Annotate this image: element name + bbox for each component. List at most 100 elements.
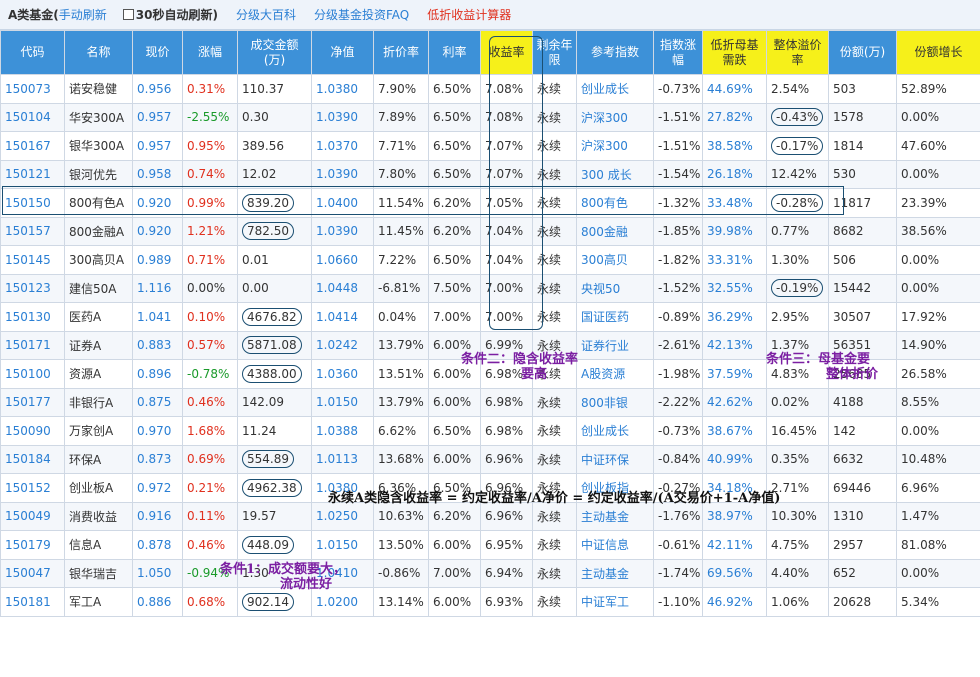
td-code[interactable]: 150181 <box>0 587 65 617</box>
header-volume[interactable]: 成交金额(万) <box>237 30 312 75</box>
table-row[interactable]: 150167 银华300A 0.957 0.95% 389.56 1.0370 7.71% 6… <box>0 131 980 161</box>
auto-refresh-checkbox[interactable] <box>122 9 134 20</box>
td-index[interactable]: 中证环保 <box>576 444 654 474</box>
td-index[interactable]: 沪深300 <box>576 102 654 132</box>
td-index[interactable]: 800有色 <box>576 188 654 218</box>
header-growth[interactable]: 份额增长 <box>896 30 980 75</box>
td-code[interactable]: 150090 <box>0 416 65 446</box>
cell-value: 0.873 <box>137 452 172 467</box>
td-index[interactable]: 央视50 <box>576 273 654 303</box>
header-name[interactable]: 名称 <box>64 30 133 75</box>
td-change: 0.71% <box>182 245 238 275</box>
td-code[interactable]: 150184 <box>0 444 65 474</box>
td-code[interactable]: 150150 <box>0 188 65 218</box>
table-row[interactable]: 150184 环保A 0.873 0.69% 554.89 1.0113 13.68% 6.0… <box>0 444 980 474</box>
td-discount: 11.54% <box>373 188 429 218</box>
cell-value: 33.48% <box>707 195 753 210</box>
table-row[interactable]: 150123 建信50A 1.116 0.00% 0.00 1.0448 -6.81% 7.5… <box>0 273 980 303</box>
td-index[interactable]: 300 成长 <box>576 159 654 189</box>
cell-value: 创业板指 <box>581 481 630 496</box>
td-code[interactable]: 150121 <box>0 159 65 189</box>
td-index[interactable]: 中证军工 <box>576 587 654 617</box>
header-index-change[interactable]: 指数涨幅 <box>653 30 703 75</box>
td-index[interactable]: 主动基金 <box>576 501 654 531</box>
header-shares[interactable]: 份额(万) <box>828 30 897 75</box>
header-change[interactable]: 涨幅 <box>182 30 238 75</box>
td-code[interactable]: 150049 <box>0 501 65 531</box>
encyclopedia-link[interactable]: 分级大百科 <box>235 8 296 22</box>
cell-value: 医药A <box>69 310 102 325</box>
table-row[interactable]: 150171 证券A 0.883 0.57% 5871.08 1.0242 13.79% 6.… <box>0 330 980 360</box>
header-drop[interactable]: 低折母基需跌 <box>702 30 767 75</box>
td-index[interactable]: 国证医药 <box>576 302 654 332</box>
td-code[interactable]: 150152 <box>0 473 65 503</box>
td-code[interactable]: 150047 <box>0 558 65 588</box>
header-rate[interactable]: 利率 <box>428 30 481 75</box>
td-code[interactable]: 150073 <box>0 74 65 104</box>
td-code[interactable]: 150177 <box>0 387 65 417</box>
fund-table: 代码 名称 现价 涨幅 成交金额(万) 净值 折价率 利率 收益率 剩余年限 参… <box>0 30 980 617</box>
table-row[interactable]: 150179 信息A 0.878 0.46% 448.09 1.0150 13.50% 6.0… <box>0 530 980 560</box>
td-code[interactable]: 150167 <box>0 131 65 161</box>
table-row[interactable]: 150181 军工A 0.886 0.68% 902.14 1.0200 13.14% 6.0… <box>0 587 980 617</box>
td-discount: 7.80% <box>373 159 429 189</box>
header-premium[interactable]: 整体溢价率 <box>766 30 829 75</box>
cell-value: 13.50% <box>378 537 424 552</box>
table-row[interactable]: 150121 银河优先 0.958 0.74% 12.02 1.0390 7.80% 6.50… <box>0 159 980 189</box>
td-change: 0.11% <box>182 501 238 531</box>
header-code[interactable]: 代码 <box>0 30 65 75</box>
header-index[interactable]: 参考指数 <box>576 30 654 75</box>
cell-value: 6.98% <box>485 366 524 381</box>
td-code[interactable]: 150179 <box>0 530 65 560</box>
cell-value: 800金融 <box>581 224 628 239</box>
td-index-change: -2.22% <box>653 387 703 417</box>
td-code[interactable]: 150145 <box>0 245 65 275</box>
table-row[interactable]: 150152 创业板A 0.972 0.21% 4962.38 1.0380 6.36% 6.… <box>0 473 980 503</box>
faq-link[interactable]: 分级基金投资FAQ <box>314 8 410 22</box>
td-index[interactable]: 主动基金 <box>576 558 654 588</box>
table-row[interactable]: 150104 华安300A 0.957 -2.55% 0.30 1.0390 7.89% 6.… <box>0 102 980 132</box>
header-nav[interactable]: 净值 <box>311 30 374 75</box>
td-index[interactable]: 300高贝 <box>576 245 654 275</box>
td-premium: 16.45% <box>766 416 829 446</box>
td-index[interactable]: 创业成长 <box>576 416 654 446</box>
table-row[interactable]: 150130 医药A 1.041 0.10% 4676.82 1.0414 0.04% 7.0… <box>0 302 980 332</box>
table-row[interactable]: 150177 非银行A 0.875 0.46% 142.09 1.0150 13.79% 6.… <box>0 387 980 417</box>
table-row[interactable]: 150090 万家创A 0.970 1.68% 11.24 1.0388 6.62% 6.50… <box>0 416 980 446</box>
td-code[interactable]: 150123 <box>0 273 65 303</box>
td-code[interactable]: 150157 <box>0 216 65 246</box>
table-row[interactable]: 150049 消费收益 0.916 0.11% 19.57 1.0250 10.63% 6.2… <box>0 501 980 531</box>
cell-value: 6.96% <box>485 509 524 524</box>
header-price[interactable]: 现价 <box>132 30 183 75</box>
td-index[interactable]: 证券行业 <box>576 330 654 360</box>
td-code[interactable]: 150130 <box>0 302 65 332</box>
header-discount[interactable]: 折价率 <box>373 30 429 75</box>
td-index[interactable]: 中证信息 <box>576 530 654 560</box>
header-yield[interactable]: 收益率 <box>480 30 533 75</box>
cell-value: 23.39% <box>901 195 947 210</box>
table-row[interactable]: 150157 800金融A 0.920 1.21% 782.50 1.0390 11.45%… <box>0 216 980 246</box>
header-term[interactable]: 剩余年限 <box>532 30 577 75</box>
td-code[interactable]: 150104 <box>0 102 65 132</box>
td-code[interactable]: 150100 <box>0 359 65 389</box>
manual-refresh-link[interactable]: 手动刷新 <box>58 8 107 22</box>
cell-value: 0.57% <box>187 338 226 353</box>
td-discount: -0.86% <box>373 558 429 588</box>
table-row[interactable]: 150047 银华瑞吉 1.050 -0.94% 1.30 1.0410 -0.86% 7.0… <box>0 558 980 588</box>
cell-value: -1.76% <box>658 509 701 524</box>
table-row[interactable]: 150145 300高贝A 0.989 0.71% 0.01 1.0660 7.22% 6.5… <box>0 245 980 275</box>
cell-value: 4962.38 <box>242 478 302 497</box>
cell-value: 7.07% <box>485 167 524 182</box>
td-growth: 6.96% <box>896 473 980 503</box>
table-row[interactable]: 150100 资源A 0.896 -0.78% 4388.00 1.0360 13.51% 6… <box>0 359 980 389</box>
td-index[interactable]: 800非银 <box>576 387 654 417</box>
td-index[interactable]: A股资源 <box>576 359 654 389</box>
table-row[interactable]: 150150 800有色A 0.920 0.99% 839.20 1.0400 11.54%… <box>0 188 980 218</box>
table-row[interactable]: 150073 诺安稳健 0.956 0.31% 110.37 1.0380 7.90% 6.5… <box>0 74 980 104</box>
td-index[interactable]: 创业成长 <box>576 74 654 104</box>
cell-value: 34.18% <box>707 480 753 495</box>
calculator-link[interactable]: 低折收益计算器 <box>427 8 512 22</box>
td-index[interactable]: 800金融 <box>576 216 654 246</box>
td-code[interactable]: 150171 <box>0 330 65 360</box>
td-index[interactable]: 沪深300 <box>576 131 654 161</box>
